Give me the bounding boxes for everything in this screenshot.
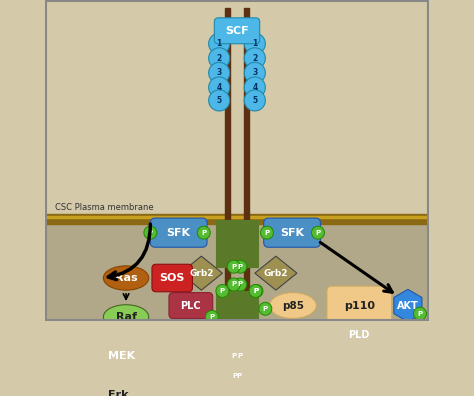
Circle shape [227, 260, 240, 273]
Circle shape [227, 278, 240, 291]
Circle shape [413, 307, 427, 320]
Text: P: P [201, 230, 206, 236]
FancyBboxPatch shape [327, 286, 392, 325]
FancyBboxPatch shape [169, 293, 213, 318]
Circle shape [244, 62, 265, 84]
Ellipse shape [103, 305, 149, 329]
Text: 4: 4 [217, 83, 222, 92]
Circle shape [234, 349, 247, 362]
Text: MEK: MEK [109, 351, 136, 361]
Circle shape [216, 284, 229, 297]
Ellipse shape [269, 293, 316, 318]
Bar [45, 0, 429, 218]
Text: 2: 2 [252, 54, 257, 63]
Bar [244, 8, 249, 329]
Text: AKT: AKT [397, 301, 419, 310]
Ellipse shape [100, 344, 145, 368]
Polygon shape [180, 256, 222, 290]
Bar [45, 214, 429, 224]
Text: Grb2: Grb2 [264, 268, 288, 278]
Bar [45, 216, 429, 218]
Text: P: P [264, 230, 270, 236]
Text: 1: 1 [217, 39, 222, 48]
FancyBboxPatch shape [152, 264, 192, 292]
Text: P: P [237, 353, 243, 359]
Circle shape [209, 62, 230, 84]
Bar [236, 220, 258, 267]
Text: SFK: SFK [280, 228, 304, 238]
Text: P: P [233, 373, 238, 379]
Text: 2: 2 [217, 54, 222, 63]
Circle shape [250, 284, 263, 297]
Text: P: P [148, 230, 153, 236]
Bar [225, 8, 230, 329]
Circle shape [234, 278, 247, 291]
Bar [216, 220, 238, 267]
Bar [216, 291, 238, 346]
Circle shape [311, 226, 325, 239]
Text: CSC Plasma membrane: CSC Plasma membrane [55, 203, 154, 211]
Circle shape [227, 349, 240, 362]
Circle shape [144, 226, 157, 239]
Text: PLC: PLC [181, 301, 201, 310]
Text: P: P [236, 373, 241, 379]
Text: P: P [263, 306, 268, 312]
Text: Erk: Erk [108, 390, 128, 396]
Circle shape [197, 226, 210, 239]
Text: 5: 5 [217, 96, 222, 105]
Text: 5: 5 [252, 96, 257, 105]
Text: SCF: SCF [225, 26, 249, 36]
Text: P: P [210, 314, 214, 320]
Circle shape [232, 369, 245, 383]
Text: P: P [253, 288, 258, 294]
Text: P: P [237, 282, 243, 287]
Polygon shape [339, 325, 380, 357]
Circle shape [244, 90, 265, 111]
Text: P: P [237, 264, 243, 270]
Text: P: P [220, 288, 225, 294]
Ellipse shape [95, 383, 141, 396]
Circle shape [209, 48, 230, 69]
Text: 3: 3 [252, 69, 257, 77]
Text: P: P [231, 353, 237, 359]
Circle shape [261, 226, 273, 239]
FancyBboxPatch shape [150, 218, 207, 247]
Circle shape [244, 48, 265, 69]
Text: Ras: Ras [115, 273, 137, 283]
Text: P: P [254, 288, 259, 294]
Text: P: P [418, 310, 423, 317]
Circle shape [244, 77, 265, 98]
Text: 4: 4 [252, 83, 257, 92]
Text: P: P [231, 264, 237, 270]
Ellipse shape [103, 266, 149, 290]
Text: P: P [231, 282, 237, 287]
Text: P: P [315, 230, 320, 236]
FancyBboxPatch shape [214, 18, 260, 44]
Text: 3: 3 [217, 69, 222, 77]
Text: SOS: SOS [160, 273, 185, 283]
Circle shape [234, 260, 247, 273]
Circle shape [209, 90, 230, 111]
Text: Grb2: Grb2 [189, 268, 214, 278]
Circle shape [209, 33, 230, 54]
Text: 1: 1 [252, 39, 257, 48]
Circle shape [209, 77, 230, 98]
Polygon shape [255, 256, 297, 290]
Circle shape [259, 302, 272, 315]
Text: p85: p85 [282, 301, 304, 310]
Text: PLD: PLD [348, 330, 370, 340]
Bar [45, 218, 429, 321]
Text: Raf: Raf [116, 312, 137, 322]
Bar [236, 291, 258, 346]
Text: SFK: SFK [167, 228, 191, 238]
Circle shape [229, 369, 242, 383]
Circle shape [205, 310, 219, 324]
FancyArrowPatch shape [109, 224, 150, 280]
Circle shape [244, 33, 265, 54]
Text: p110: p110 [344, 301, 375, 310]
Polygon shape [394, 289, 422, 322]
Circle shape [249, 284, 262, 297]
FancyBboxPatch shape [264, 218, 320, 247]
